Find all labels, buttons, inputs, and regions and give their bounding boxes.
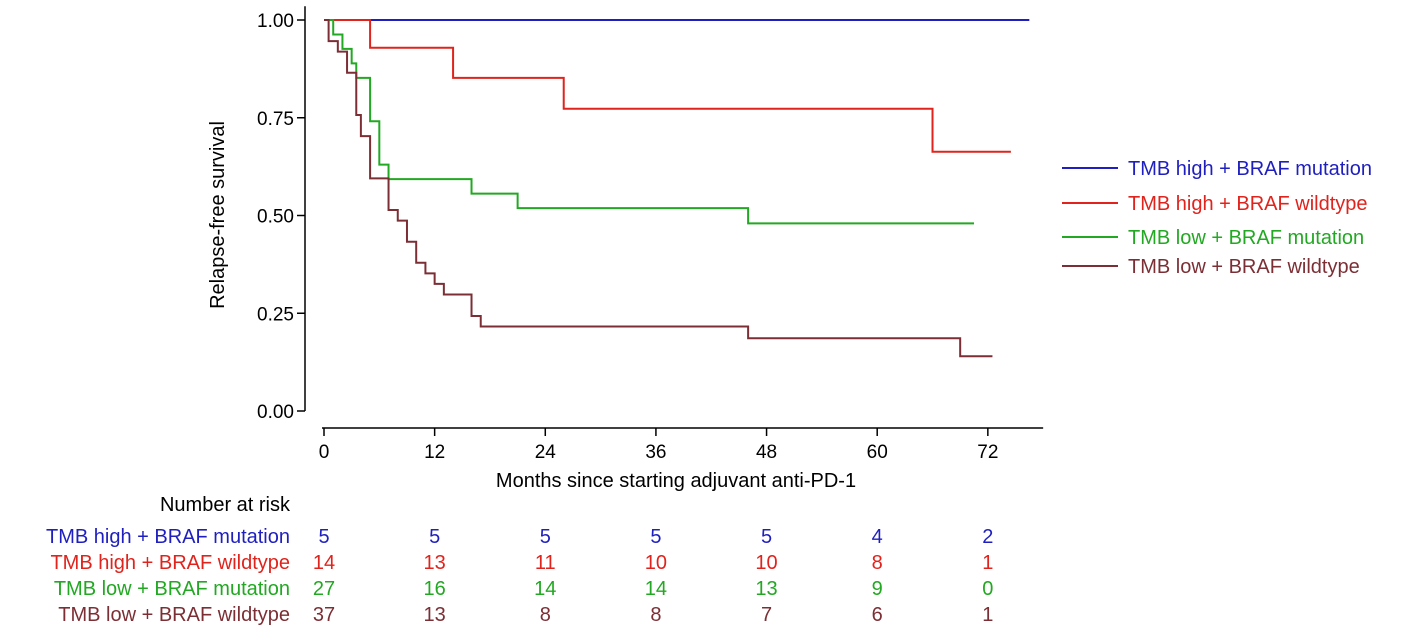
risk-count: 16: [424, 578, 446, 600]
x-tick-label: 0: [319, 442, 330, 463]
series-line-3: [324, 19, 975, 225]
legend-label: TMB low + BRAF wildtype: [1128, 256, 1360, 278]
risk-count: 13: [424, 604, 446, 626]
risk-count: 2: [982, 526, 993, 548]
risk-count: 5: [318, 526, 329, 548]
risk-count: 14: [534, 578, 556, 600]
risk-row-label: TMB high + BRAF mutation: [46, 526, 290, 548]
x-tick-label: 72: [977, 442, 998, 463]
risk-count: 7: [761, 604, 772, 626]
y-tick-label: 0.00: [257, 402, 294, 423]
risk-table: Number at risk TMB high + BRAF mutation 5…: [46, 494, 993, 626]
legend: TMB high + BRAF mutation TMB high + BRAF …: [1062, 158, 1372, 278]
x-axis-title: Months since starting adjuvant anti-PD-1: [496, 470, 856, 492]
risk-count: 10: [755, 552, 777, 574]
y-axis-title: Relapse-free survival: [207, 121, 229, 309]
risk-count: 8: [650, 604, 661, 626]
x-ticks-group: 0 12 24 36 48 60 72: [319, 428, 998, 463]
risk-count: 8: [872, 552, 883, 574]
risk-count: 9: [872, 578, 883, 600]
x-tick-label: 48: [756, 442, 777, 463]
risk-count: 11: [535, 552, 556, 574]
risk-count: 27: [313, 578, 335, 600]
risk-row-label: TMB high + BRAF wildtype: [50, 552, 290, 574]
x-tick-label: 24: [535, 442, 557, 463]
risk-count: 5: [540, 526, 551, 548]
risk-count: 4: [872, 526, 883, 548]
y-tick-label: 1.00: [257, 11, 294, 32]
legend-label: TMB high + BRAF mutation: [1128, 158, 1372, 180]
risk-count: 5: [761, 526, 772, 548]
legend-label: TMB low + BRAF mutation: [1128, 227, 1364, 249]
risk-count: 6: [872, 604, 883, 626]
risk-count: 37: [313, 604, 335, 626]
risk-count: 5: [650, 526, 661, 548]
risk-count: 8: [540, 604, 551, 626]
series-line-2: [324, 19, 1011, 153]
risk-count: 0: [982, 578, 993, 600]
x-tick-label: 36: [645, 442, 666, 463]
risk-table-title: Number at risk: [160, 494, 291, 516]
risk-count: 5: [429, 526, 440, 548]
risk-row-label: TMB low + BRAF mutation: [54, 578, 290, 600]
risk-row-label: TMB low + BRAF wildtype: [58, 604, 290, 626]
series-group: [324, 19, 1030, 358]
x-tick-label: 12: [424, 442, 445, 463]
risk-count: 1: [982, 552, 993, 574]
risk-count: 1: [982, 604, 993, 626]
risk-count: 14: [645, 578, 667, 600]
y-tick-label: 0.25: [257, 304, 294, 325]
series-line-4: [324, 19, 993, 358]
legend-label: TMB high + BRAF wildtype: [1128, 193, 1368, 215]
risk-count: 10: [645, 552, 667, 574]
risk-count: 13: [424, 552, 446, 574]
y-tick-label: 0.75: [257, 109, 294, 130]
risk-count: 13: [755, 578, 777, 600]
axes-group: [304, 6, 1044, 429]
y-tick-label: 0.50: [257, 207, 294, 228]
x-tick-label: 60: [867, 442, 888, 463]
risk-count: 14: [313, 552, 335, 574]
y-ticks-group: 0.00 0.25 0.50 0.75 1.00: [257, 11, 305, 423]
